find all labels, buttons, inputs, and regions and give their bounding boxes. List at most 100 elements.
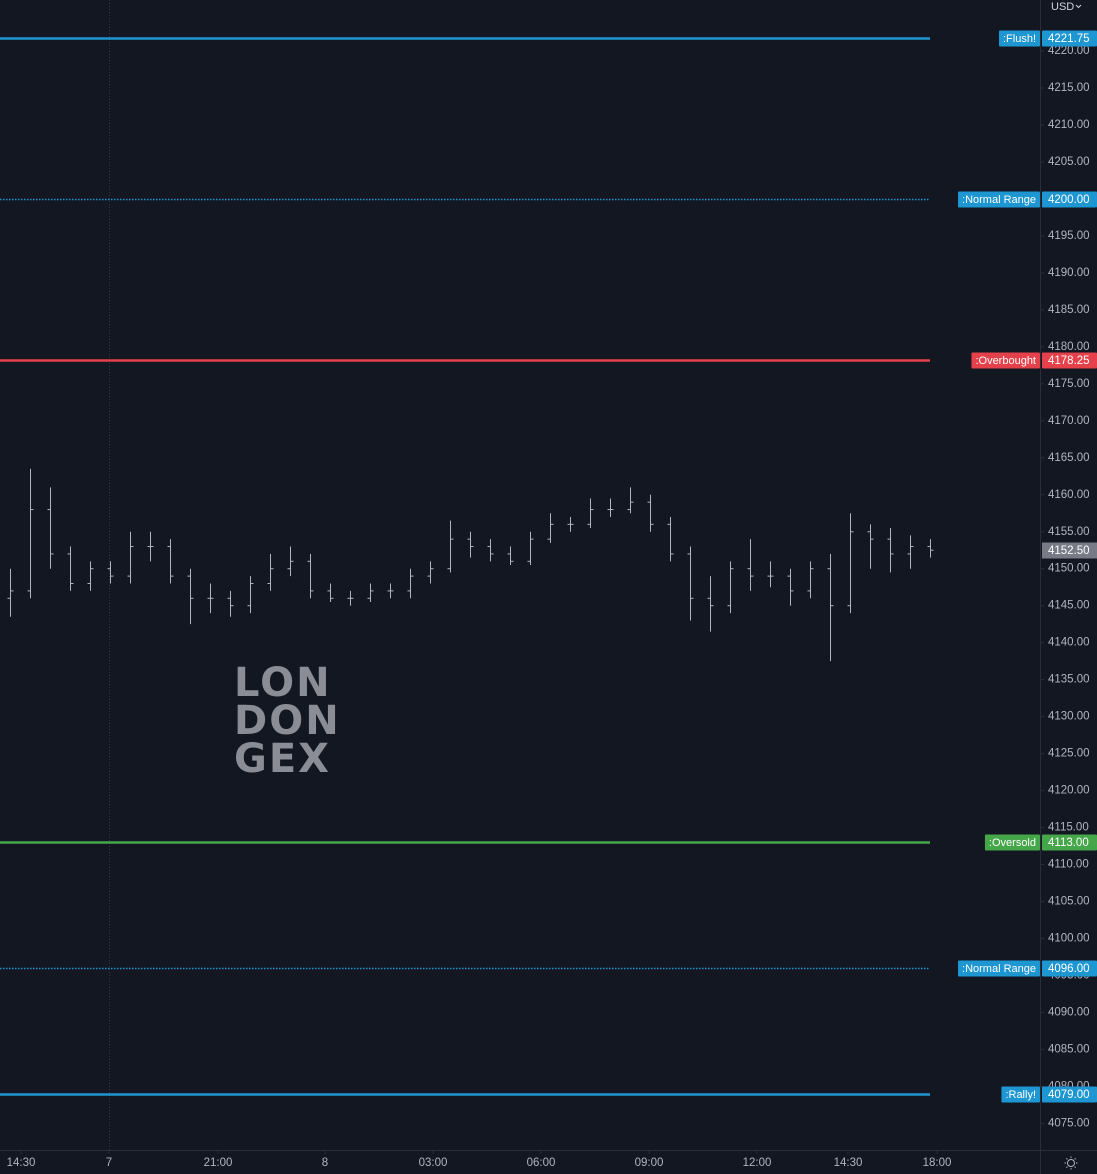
watermark: DON — [234, 698, 341, 744]
y-tick-label: 4205.00 — [1048, 156, 1090, 168]
x-tick-label: 8 — [322, 1157, 328, 1169]
ohlc-bar — [907, 535, 914, 569]
last-price-box — [1042, 542, 1097, 559]
level-name: :Normal Range — [962, 963, 1036, 975]
level-name-box — [998, 30, 1040, 47]
level-name-box — [971, 352, 1040, 369]
y-tick-label: 4195.00 — [1048, 230, 1090, 242]
level-value: 4079.00 — [1048, 1089, 1090, 1101]
level-value-box — [1042, 1086, 1097, 1103]
ohlc-bar — [667, 516, 674, 562]
ohlc-bar — [707, 576, 714, 632]
ohlc-bar — [527, 531, 534, 566]
y-tick-label: 4215.00 — [1048, 82, 1090, 94]
ohlc-bar — [467, 531, 474, 558]
ohlc-bar — [927, 539, 934, 558]
level-name-box — [958, 960, 1040, 977]
ohlc-bar — [507, 546, 514, 566]
ohlc-bar — [287, 546, 294, 577]
level-name-box — [958, 191, 1040, 208]
ohlc-bar — [167, 539, 174, 584]
x-tick-label: 06:00 — [527, 1157, 556, 1169]
y-tick-label: 4110.00 — [1048, 859, 1089, 871]
ohlc-bar — [67, 546, 74, 591]
level-value-box — [1042, 30, 1097, 47]
ohlc-bar — [767, 561, 774, 588]
ohlc-bar — [547, 513, 554, 543]
level-value: 4096.00 — [1048, 963, 1090, 975]
ohlc-bar — [847, 513, 854, 614]
y-tick-label: 4160.00 — [1048, 489, 1090, 501]
y-tick-label: 4105.00 — [1048, 896, 1090, 908]
level-name: :Oversold — [989, 837, 1036, 849]
ohlc-bar — [347, 590, 354, 606]
level-name: :Rally! — [1005, 1089, 1036, 1101]
ohlc-bar — [7, 568, 14, 617]
ohlc-bar — [867, 524, 874, 569]
ohlc-bar — [227, 590, 234, 617]
level-name: :Flush! — [1003, 33, 1036, 45]
level-value: 4200.00 — [1048, 194, 1090, 206]
ohlc-bar — [107, 561, 114, 584]
currency[interactable]: USD — [1051, 1, 1074, 13]
y-tick-label: 4190.00 — [1048, 267, 1090, 279]
y-tick-label: 4170.00 — [1048, 415, 1090, 427]
ohlc-bar — [687, 546, 694, 621]
y-tick-label: 4075.00 — [1048, 1117, 1090, 1129]
currency-caret[interactable] — [1075, 4, 1082, 9]
ohlc-bar — [207, 583, 214, 614]
ohlc-bar — [787, 568, 794, 606]
ohlc-bar — [47, 487, 54, 569]
level-value-box — [1042, 960, 1097, 977]
x-tick-label: 7 — [106, 1157, 112, 1169]
ohlc-bar — [747, 539, 754, 591]
y-tick-label: 4130.00 — [1048, 711, 1090, 723]
level-value: 4178.25 — [1048, 355, 1090, 367]
x-tick-label: 09:00 — [635, 1157, 664, 1169]
ohlc-bar — [427, 561, 434, 584]
x-tick-label: 14:30 — [834, 1157, 863, 1169]
ohlc-bar — [367, 583, 374, 602]
level-name: :Overbought — [975, 355, 1036, 367]
y-tick-label: 4185.00 — [1048, 304, 1090, 316]
y-tick-label: 4115.00 — [1048, 822, 1089, 834]
level-name-box — [1001, 1086, 1040, 1103]
level-name: :Normal Range — [962, 194, 1036, 206]
ohlc-bar — [567, 516, 574, 532]
ohlc-bar — [447, 520, 454, 573]
ohlc-bar — [607, 498, 614, 517]
y-tick-label: 4165.00 — [1048, 452, 1090, 464]
level-name-box — [984, 834, 1040, 851]
y-tick-label: 4120.00 — [1048, 785, 1090, 797]
ohlc-bar — [307, 553, 314, 599]
ohlc-bar — [727, 561, 734, 614]
level-value: 4113.00 — [1048, 837, 1089, 849]
y-tick-label: 4100.00 — [1048, 933, 1090, 945]
ohlc-bar — [807, 561, 814, 599]
ohlc-bar — [127, 531, 134, 584]
last-price-label: 4152.50 — [1048, 545, 1090, 557]
y-tick-label: 4090.00 — [1048, 1006, 1090, 1018]
y-tick-label: 4180.00 — [1048, 341, 1090, 353]
y-tick-label: 4140.00 — [1048, 637, 1090, 649]
ohlc-bar — [487, 539, 494, 562]
level-value-box — [1042, 834, 1097, 851]
ohlc-bar — [147, 531, 154, 562]
x-tick-label: 03:00 — [419, 1157, 448, 1169]
x-tick-label: 18:00 — [923, 1157, 952, 1169]
y-tick-label: 4220.00 — [1048, 45, 1090, 57]
ohlc-bar — [887, 528, 894, 573]
ohlc-bar — [247, 576, 254, 614]
ohlc-bar — [587, 498, 594, 529]
ohlc-bar — [267, 553, 274, 591]
level-value: 4221.75 — [1048, 33, 1090, 45]
y-tick-label: 4085.00 — [1048, 1043, 1090, 1055]
level-value-box — [1042, 352, 1097, 369]
settings-icon[interactable] — [1064, 1156, 1078, 1170]
y-tick-label: 4155.00 — [1048, 526, 1090, 538]
level-value-box — [1042, 191, 1097, 208]
x-tick-label: 21:00 — [204, 1157, 233, 1169]
ohlc-bar — [647, 494, 654, 532]
ohlc-bar — [827, 553, 834, 662]
